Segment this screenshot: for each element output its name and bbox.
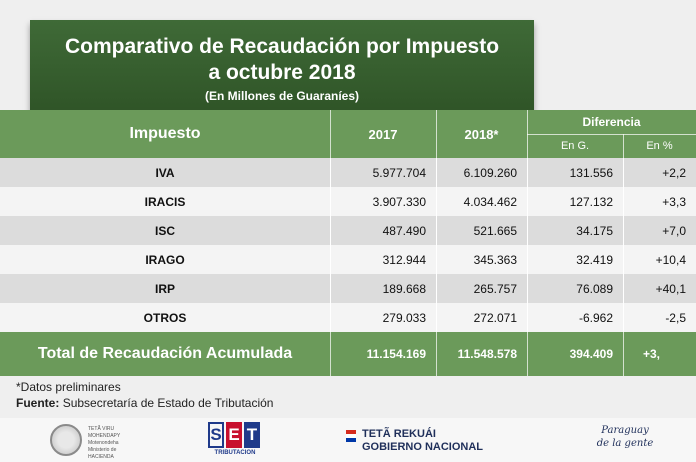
- cell-2018: 521.665: [436, 216, 527, 245]
- cell-impuesto: IRP: [154, 281, 175, 296]
- table-header: Impuesto 2017 2018* Diferencia En G. En …: [0, 110, 696, 158]
- header-divider: [527, 134, 696, 135]
- cell-dif-g: 131.556: [527, 158, 623, 187]
- cell-dif-pct: +2,2: [623, 158, 696, 187]
- total-dif-g: 394.409: [527, 332, 623, 376]
- header-en-g: En G.: [560, 140, 590, 152]
- seal-line: Motenondeha: [88, 440, 119, 446]
- cell-dif-g: 34.175: [527, 216, 623, 245]
- table-row: ISC 487.490 521.665 34.175 +7,0: [0, 216, 696, 245]
- cell-2017: 487.490: [330, 216, 436, 245]
- header-impuesto: Impuesto: [129, 125, 201, 142]
- cell-2018: 6.109.260: [436, 158, 527, 187]
- header-2018: 2018*: [464, 126, 499, 142]
- footer-logos: TETÃ VIRU MOHENDAPY Motenondeha Minister…: [0, 418, 696, 462]
- table-row: IVA 5.977.704 6.109.260 131.556 +2,2: [0, 158, 696, 187]
- total-2018: 11.548.578: [436, 332, 527, 376]
- table-row: IRAGO 312.944 345.363 32.419 +10,4: [0, 245, 696, 274]
- cell-2018: 265.757: [436, 274, 527, 303]
- ministry-logo-text: TETÃ VIRU MOHENDAPY Motenondeha Minister…: [88, 426, 128, 461]
- total-label: Total de Recaudación Acumulada: [37, 345, 293, 362]
- cell-impuesto: IRACIS: [144, 194, 186, 209]
- cell-2017: 189.668: [330, 274, 436, 303]
- seal-line: HACIENDA: [88, 454, 114, 460]
- note-preliminary: *Datos preliminares: [16, 380, 121, 394]
- total-2017: 11.154.169: [330, 332, 436, 376]
- set-letter: T: [244, 422, 260, 448]
- total-dif-pct: +3,: [623, 332, 696, 376]
- cell-2018: 4.034.462: [436, 187, 527, 216]
- set-subtitle: TRIBUTACION: [214, 450, 256, 456]
- gov-line1: TETÃ REKUÁI: [362, 428, 436, 440]
- seal-line: TETÃ VIRU MOHENDAPY: [88, 426, 121, 439]
- cell-2018: 272.071: [436, 303, 527, 332]
- seal-line: Ministerio de: [88, 447, 117, 453]
- cell-dif-pct: -2,5: [623, 303, 696, 332]
- cell-impuesto: ISC: [154, 223, 175, 238]
- table-body: IVA 5.977.704 6.109.260 131.556 +2,2 IRA…: [0, 158, 696, 332]
- table-row: OTROS 279.033 272.071 -6.962 -2,5: [0, 303, 696, 332]
- cell-dif-g: 32.419: [527, 245, 623, 274]
- cell-dif-g: 127.132: [527, 187, 623, 216]
- cell-dif-g: -6.962: [527, 303, 623, 332]
- cell-2017: 279.033: [330, 303, 436, 332]
- cell-2017: 5.977.704: [330, 158, 436, 187]
- cell-dif-pct: +10,4: [623, 245, 696, 274]
- cell-impuesto: OTROS: [143, 310, 187, 325]
- cell-dif-pct: +7,0: [623, 216, 696, 245]
- notes: *Datos preliminares Fuente: Subsecretarí…: [16, 379, 273, 411]
- cell-2018: 345.363: [436, 245, 527, 274]
- gov-line2: GOBIERNO NACIONAL: [362, 441, 483, 453]
- brand-line2: de la gente: [596, 438, 654, 449]
- table-row: IRACIS 3.907.330 4.034.462 127.132 +3,3: [0, 187, 696, 216]
- cell-impuesto: IRAGO: [145, 252, 185, 267]
- paraguay-flag-icon: [346, 430, 356, 442]
- cell-2017: 3.907.330: [330, 187, 436, 216]
- header-diferencia: Diferencia: [582, 115, 641, 129]
- brand-line1: Paraguay: [601, 425, 649, 436]
- header-divider: [436, 110, 437, 158]
- header-divider: [330, 110, 331, 158]
- table-row: IRP 189.668 265.757 76.089 +40,1: [0, 274, 696, 303]
- ministry-seal-icon: [50, 424, 82, 456]
- set-letter: S: [208, 422, 224, 448]
- note-source: Fuente: Subsecretaría de Estado de Tribu…: [16, 395, 273, 411]
- cell-dif-pct: +3,3: [623, 187, 696, 216]
- cell-dif-pct: +40,1: [623, 274, 696, 303]
- header-en-pct: En %: [646, 140, 673, 152]
- cell-2017: 312.944: [330, 245, 436, 274]
- header-divider: [623, 134, 624, 158]
- title-banner: Comparativo de Recaudación por Impuesto …: [30, 20, 534, 113]
- set-letter: E: [226, 422, 242, 448]
- page-title: Comparativo de Recaudación por Impuesto: [64, 35, 500, 58]
- source-label: Fuente:: [16, 396, 60, 410]
- paraguay-brand-logo: Paraguay de la gente: [590, 424, 660, 450]
- cell-impuesto: IVA: [155, 165, 175, 180]
- cell-dif-g: 76.089: [527, 274, 623, 303]
- header-2017: 2017: [368, 126, 398, 142]
- page-subtitle: (En Millones de Guaraníes): [204, 89, 360, 103]
- set-logo: S E T TRIBUTACION: [208, 422, 262, 460]
- page-title-line2: a octubre 2018: [208, 61, 356, 84]
- total-row: Total de Recaudación Acumulada 11.154.16…: [0, 332, 696, 376]
- source-text: Subsecretaría de Estado de Tributación: [62, 396, 274, 410]
